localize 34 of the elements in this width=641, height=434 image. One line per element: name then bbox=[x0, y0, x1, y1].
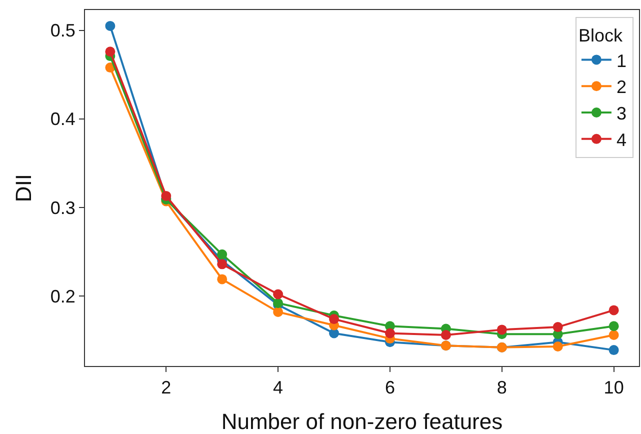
x-tick-label: 4 bbox=[273, 378, 284, 398]
x-tick-label: 6 bbox=[384, 378, 395, 398]
legend-label: 3 bbox=[616, 104, 626, 124]
point bbox=[273, 306, 284, 317]
legend-label: 4 bbox=[616, 130, 626, 150]
y-tick-label: 0.3 bbox=[50, 198, 76, 218]
x-tick-label: 10 bbox=[604, 378, 624, 398]
y-tick-label: 0.4 bbox=[50, 109, 76, 130]
y-tick-label: 0.2 bbox=[50, 286, 76, 306]
point bbox=[496, 324, 507, 335]
point bbox=[608, 305, 619, 316]
point bbox=[552, 342, 563, 352]
point bbox=[552, 322, 563, 332]
point bbox=[105, 46, 116, 57]
legend-title: Block bbox=[578, 26, 624, 46]
legend-label: 2 bbox=[616, 77, 626, 98]
x-tick-label: 8 bbox=[496, 378, 507, 398]
point bbox=[329, 314, 340, 324]
x-tick-label: 2 bbox=[161, 378, 172, 398]
point bbox=[161, 190, 172, 201]
point bbox=[105, 20, 116, 31]
legend-label: 1 bbox=[616, 50, 626, 71]
point bbox=[217, 274, 228, 284]
point bbox=[608, 330, 619, 340]
point bbox=[217, 249, 228, 260]
point bbox=[217, 259, 228, 270]
point bbox=[608, 321, 619, 332]
point bbox=[440, 330, 451, 340]
x-axis-title: Number of non-zero features bbox=[221, 409, 503, 434]
y-axis-title: DII bbox=[11, 174, 36, 202]
point bbox=[273, 289, 284, 300]
point bbox=[608, 345, 619, 356]
point bbox=[384, 328, 395, 338]
y-tick-label: 0.5 bbox=[50, 20, 76, 41]
